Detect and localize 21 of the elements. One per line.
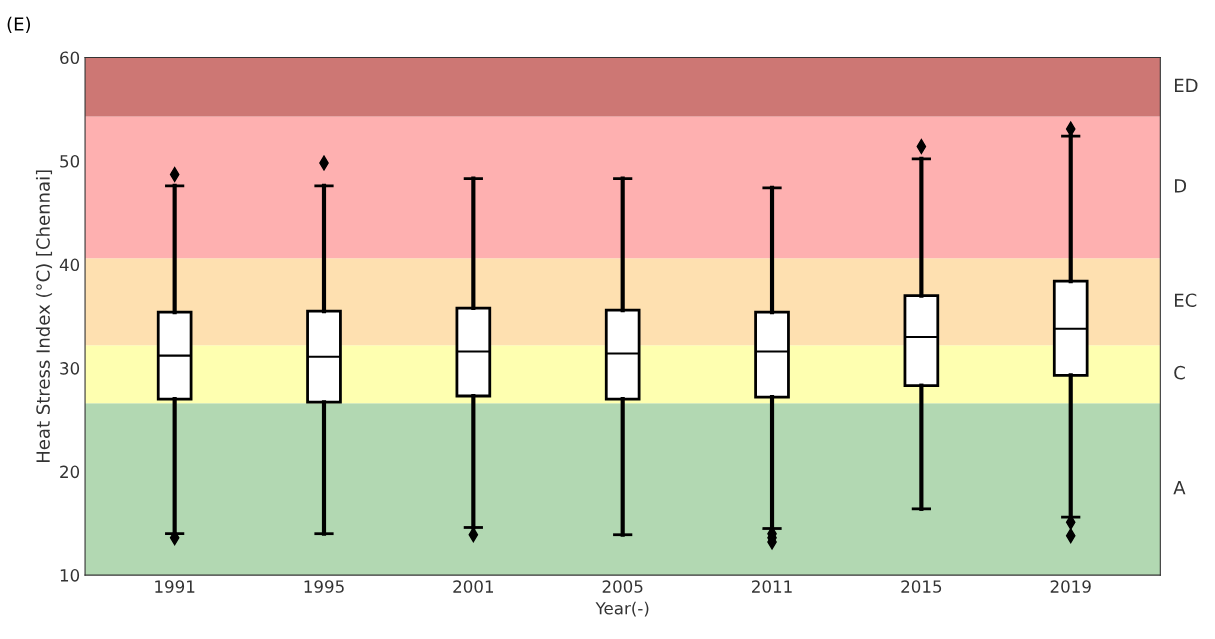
y-axis-title: Heat Stress Index (°C) [Chennai] <box>35 170 53 462</box>
x-tick-label: 2001 <box>453 580 494 593</box>
x-tick-label: 2005 <box>602 580 643 593</box>
y-tick-label: 40 <box>59 258 80 272</box>
x-tick-label: 1995 <box>304 580 344 593</box>
y-tick-label: 60 <box>60 51 80 65</box>
y-tick-label: 10 <box>60 569 80 582</box>
x-tick-label: 2015 <box>901 580 942 593</box>
band-label: A <box>1173 481 1186 495</box>
chart-title: (E) <box>7 16 31 33</box>
y-tick-label: 50 <box>60 154 80 168</box>
band-label: C <box>1174 365 1185 380</box>
band-label: D <box>1175 179 1187 193</box>
band-label: EC <box>1175 293 1197 308</box>
x-axis-title: Year(-) <box>595 601 649 617</box>
y-tick-label: 20 <box>60 465 80 479</box>
x-tick-label: 1991 <box>155 580 195 593</box>
y-tick-label: 30 <box>60 362 80 375</box>
x-tick-label: 2019 <box>1050 580 1091 593</box>
x-tick-label: 2011 <box>752 580 792 593</box>
band-label: ED <box>1175 78 1198 92</box>
